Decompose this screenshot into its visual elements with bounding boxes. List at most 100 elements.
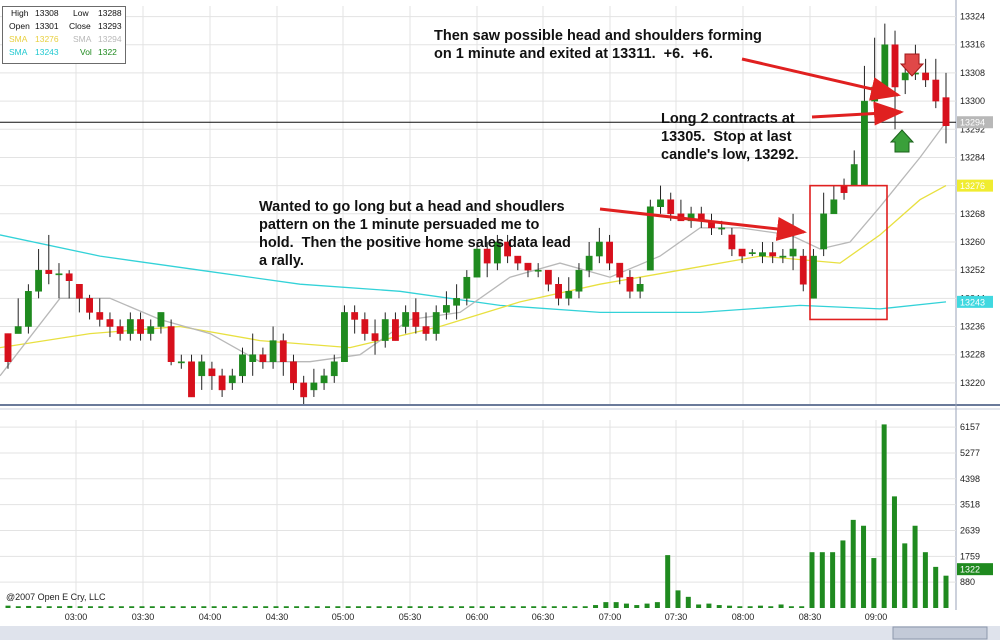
candle-up xyxy=(453,298,461,306)
candle-up xyxy=(147,326,155,334)
volume-bar xyxy=(593,605,599,608)
volume-bar xyxy=(459,606,465,608)
candle-up xyxy=(310,382,318,391)
candle-up xyxy=(330,361,338,377)
volume-bar xyxy=(912,525,918,608)
candle-up xyxy=(198,361,206,377)
price-tick-label: 13228 xyxy=(960,350,985,360)
candle-down xyxy=(626,276,634,292)
price-tick-label: 13300 xyxy=(960,96,985,106)
price-tick-label: 13260 xyxy=(960,237,985,247)
candle-down xyxy=(667,199,675,215)
candle-down xyxy=(351,312,359,320)
candle-up xyxy=(177,361,185,364)
candle-up xyxy=(126,319,134,334)
x-tick-label: 07:00 xyxy=(599,612,622,622)
x-tick-label: 05:00 xyxy=(332,612,355,622)
ohlc-info-box: High 13308 Low 13288 Open 13301 Close 13… xyxy=(2,6,126,64)
volume-bar xyxy=(768,606,774,608)
candle-up xyxy=(636,283,644,292)
close-label: Close xyxy=(69,21,91,31)
highlight-box xyxy=(809,184,888,321)
exit-arrow-marker xyxy=(899,53,925,77)
candle-down xyxy=(116,326,124,334)
candle-down xyxy=(300,382,308,398)
volume-bar xyxy=(881,424,887,608)
sma-cyan-line xyxy=(0,234,947,314)
candle-down xyxy=(45,269,53,274)
candle-down xyxy=(840,185,848,193)
volume-bar xyxy=(355,606,361,608)
price-tick-label: 13292 xyxy=(960,124,985,134)
volume-bar xyxy=(551,606,557,608)
volume-bar xyxy=(57,606,63,608)
volume-bar xyxy=(541,606,547,608)
high-value: 13308 xyxy=(35,8,59,18)
volume-tick-label: 5277 xyxy=(960,448,980,458)
volume-bar xyxy=(696,604,702,608)
volume-bar xyxy=(623,603,629,608)
volume-bar xyxy=(211,606,217,608)
volume-bar xyxy=(520,606,526,608)
price-value-label-bg xyxy=(957,179,993,192)
candle-down xyxy=(514,255,522,264)
volume-bar xyxy=(273,606,279,608)
price-value-label-bg xyxy=(957,116,993,129)
candle-up xyxy=(657,199,664,208)
candle-down xyxy=(279,340,287,362)
volume-bar xyxy=(582,606,588,608)
volume-bar xyxy=(479,606,485,608)
volume-bar xyxy=(716,605,722,608)
volume-bar xyxy=(654,602,660,608)
candle-down xyxy=(392,319,399,341)
candle-up xyxy=(820,213,828,250)
candle-up xyxy=(565,291,573,299)
volume-bar xyxy=(149,606,155,608)
volume-bar xyxy=(201,606,207,608)
candle-down xyxy=(524,262,532,271)
sma3-label: SMA xyxy=(9,47,28,57)
candle-up xyxy=(595,241,603,257)
annotation-hs-exit: Then saw possible head and shoulders for… xyxy=(434,28,762,62)
volume-bar xyxy=(180,606,186,608)
volume-tick-label: 4398 xyxy=(960,474,980,484)
candle-up xyxy=(443,305,450,313)
annotation-wanted-long: Wanted to go long but a head and shoudle… xyxy=(259,199,571,269)
volume-bar xyxy=(685,596,691,608)
volume-bar xyxy=(15,606,21,608)
volume-bar xyxy=(376,606,382,608)
volume-bar xyxy=(469,606,475,608)
candle-down xyxy=(259,354,267,362)
volume-bar xyxy=(428,606,434,608)
volume-bar xyxy=(902,543,908,608)
candle-down xyxy=(371,333,379,341)
annotation-arrow xyxy=(811,101,904,126)
price-tick-label: 13268 xyxy=(960,209,985,219)
open-value: 13301 xyxy=(35,21,59,31)
candle-down xyxy=(483,248,491,264)
volume-bar xyxy=(675,590,681,608)
candle-down xyxy=(137,319,144,334)
vol-value: 1322 xyxy=(98,47,117,57)
volume-bar xyxy=(562,606,568,608)
candle-up xyxy=(493,241,501,264)
candle-up xyxy=(14,326,22,334)
volume-value-label-bg xyxy=(957,563,993,576)
candle-up xyxy=(55,273,63,276)
candle-down xyxy=(738,248,746,257)
x-tick-label: 08:30 xyxy=(799,612,822,622)
volume-bar xyxy=(242,606,248,608)
volume-bar xyxy=(644,603,650,608)
x-tick-label: 06:00 xyxy=(466,612,489,622)
volume-bar xyxy=(5,605,11,608)
candle-up xyxy=(432,312,440,334)
candle-down xyxy=(361,319,369,334)
volume-bar xyxy=(747,606,753,608)
volume-bar xyxy=(922,552,928,608)
annotation-long-entry: Long 2 contracts at 13305. Stop at last … xyxy=(661,111,799,163)
volume-bar xyxy=(118,606,124,608)
volume-bar xyxy=(221,606,227,608)
volume-bar xyxy=(160,606,166,608)
candle-down xyxy=(188,361,195,398)
